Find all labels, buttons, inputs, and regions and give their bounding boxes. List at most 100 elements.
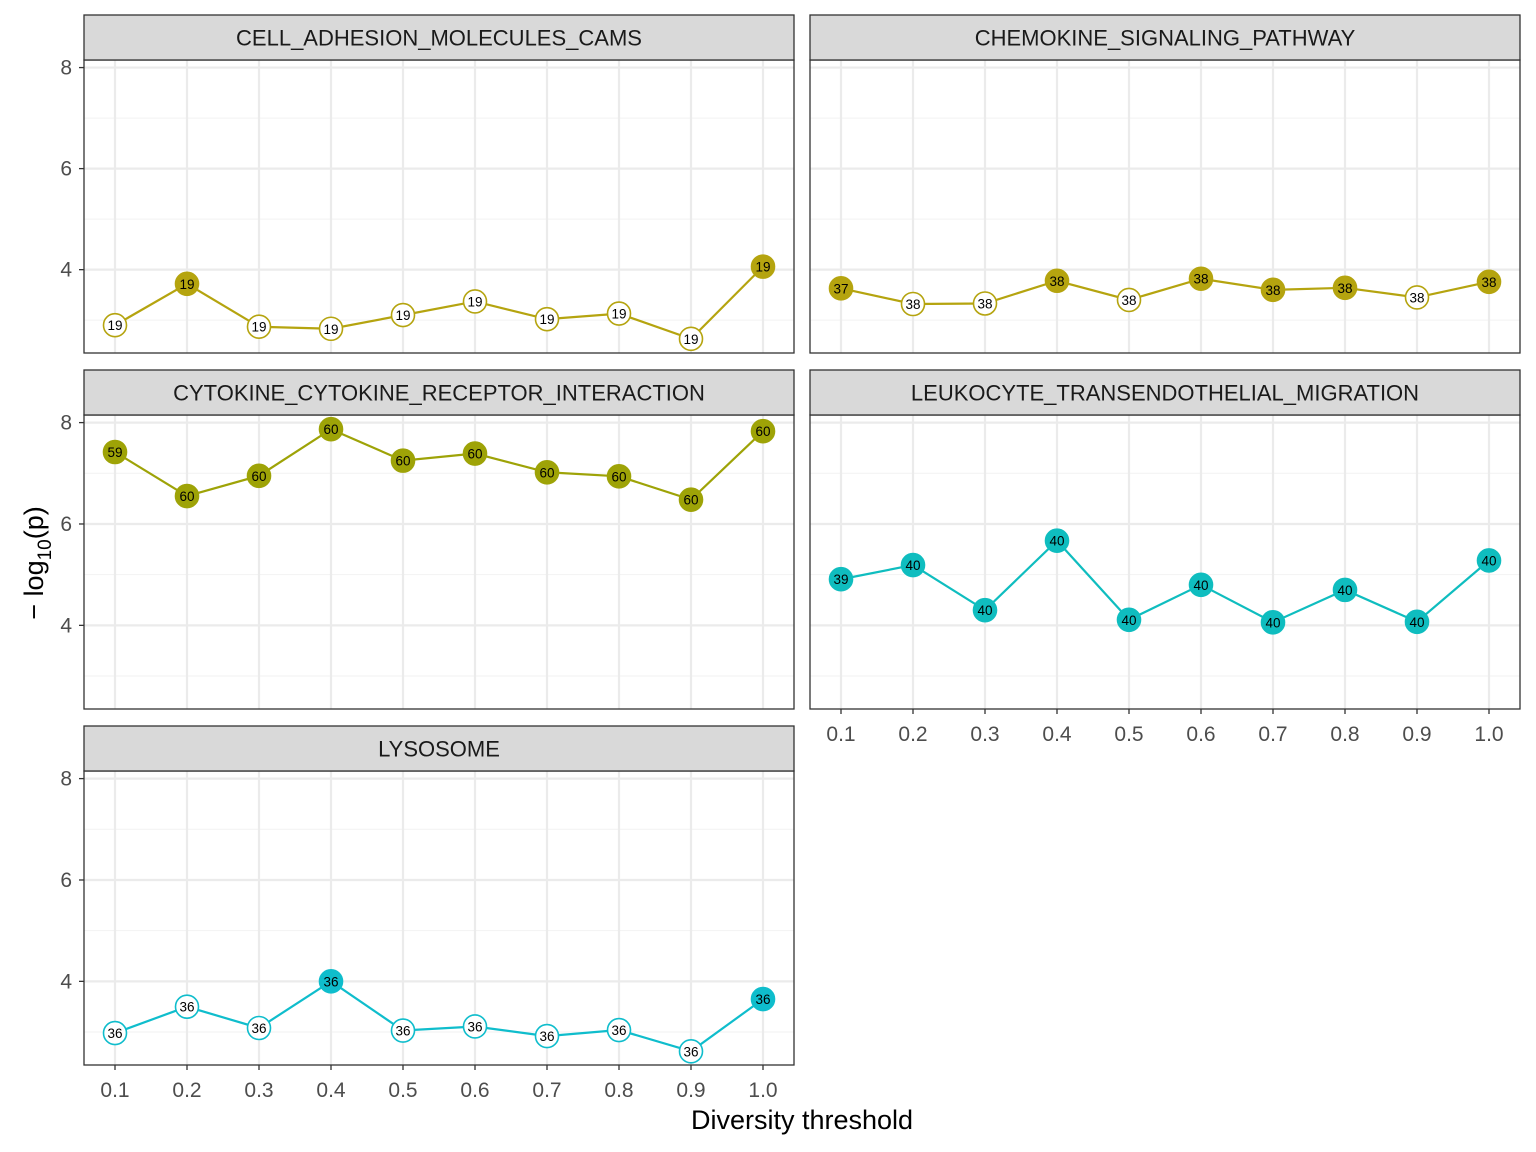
data-point — [1476, 548, 1502, 573]
x-tick-label: 0.1 — [826, 723, 855, 746]
data-point — [678, 326, 704, 352]
data-point-label: 36 — [323, 974, 338, 989]
data-point — [390, 448, 416, 473]
data-point — [750, 254, 776, 279]
data-point-label: 38 — [1409, 290, 1424, 305]
data-point-label: 19 — [755, 260, 770, 275]
data-point — [246, 463, 272, 489]
facet-strip-label: CHEMOKINE_SIGNALING_PATHWAY — [975, 26, 1356, 51]
data-point — [678, 1039, 704, 1064]
facet-strip — [83, 369, 795, 416]
data-point — [1404, 285, 1430, 310]
data-point — [1188, 266, 1214, 292]
data-point — [462, 289, 488, 314]
data-point — [750, 418, 776, 444]
data-point-label: 19 — [467, 294, 482, 309]
x-tick-label: 0.7 — [1258, 723, 1287, 746]
data-point-label: 60 — [323, 422, 338, 437]
x-tick-label: 0.4 — [1042, 723, 1072, 746]
facet-panel: CHEMOKINE_SIGNALING_PATHWAY 37 38 38 38 38 38 3… — [809, 14, 1521, 354]
data-point-label: 60 — [755, 424, 770, 439]
data-point-label: 38 — [977, 296, 992, 311]
data-point-label: 38 — [1481, 275, 1496, 290]
data-point — [1404, 609, 1430, 635]
data-point — [390, 302, 416, 328]
series-line — [840, 539, 1490, 624]
facet-panel: LYSOSOME 36 36 36 36 36 36 36 36 36 36 — [83, 725, 795, 1066]
data-point-label: 39 — [833, 572, 848, 587]
data-point-label: 36 — [683, 1044, 698, 1059]
data-point-label: 36 — [251, 1021, 266, 1036]
data-point — [462, 441, 488, 466]
data-point-label: 36 — [539, 1029, 554, 1044]
data-point-label: 40 — [905, 558, 920, 573]
data-point-label: 38 — [1265, 283, 1280, 298]
data-point — [102, 439, 128, 465]
facet-strip-label: LYSOSOME — [378, 737, 500, 762]
data-point — [828, 566, 854, 592]
data-point-label: 19 — [395, 308, 410, 323]
data-point — [750, 986, 776, 1012]
data-point — [102, 312, 128, 338]
data-point-label: 59 — [107, 445, 122, 460]
data-point — [972, 597, 998, 623]
series-line — [840, 277, 1490, 306]
series-line — [114, 265, 764, 341]
data-point — [828, 276, 854, 301]
panel-background — [810, 415, 1520, 709]
data-point-label: 40 — [1121, 613, 1136, 628]
facet-strip — [83, 725, 795, 772]
y-tick-label: 6 — [60, 158, 72, 181]
data-point — [1188, 572, 1214, 598]
data-point — [1260, 610, 1286, 635]
data-point-label: 19 — [323, 322, 338, 337]
y-tick-label: 6 — [60, 869, 72, 892]
facet-strip-label: LEUKOCYTE_TRANSENDOTHELIAL_MIGRATION — [911, 381, 1419, 406]
y-tick-label: 6 — [60, 513, 72, 536]
data-point-label: 38 — [1049, 274, 1064, 289]
facet-strip — [83, 14, 795, 61]
facet-panels: CELL_ADHESION_MOLECULES_CAMS 19 19 19 19 19 19… — [83, 14, 1521, 1066]
data-point-label: 38 — [1193, 272, 1208, 287]
data-point-label: 38 — [1337, 281, 1352, 296]
data-point — [900, 552, 926, 578]
x-tick-label: 0.5 — [1114, 723, 1143, 746]
data-point — [606, 464, 632, 489]
data-point — [102, 1020, 128, 1046]
y-axis-title: − log10(p) — [19, 506, 56, 619]
data-point-label: 40 — [1049, 534, 1064, 549]
x-tick-label: 0.6 — [460, 1079, 489, 1102]
data-point-label: 40 — [1193, 578, 1208, 593]
data-point — [462, 1014, 488, 1039]
data-point — [390, 1018, 416, 1043]
data-point-label: 38 — [1121, 293, 1136, 308]
x-tick-label: 0.1 — [100, 1079, 129, 1102]
x-tick-label: 0.9 — [1402, 723, 1431, 746]
x-tick-label: 0.3 — [244, 1079, 273, 1102]
data-point — [1476, 269, 1502, 295]
data-point — [534, 459, 560, 485]
data-point-label: 19 — [683, 332, 698, 347]
y-tick-label: 8 — [60, 412, 72, 435]
y-tick-label: 4 — [60, 614, 72, 637]
data-point-label: 19 — [539, 312, 554, 327]
data-point — [534, 1023, 560, 1049]
panel-background — [84, 60, 794, 353]
facet-panel: CYTOKINE_CYTOKINE_RECEPTOR_INTERACTION 59… — [83, 369, 795, 710]
x-tick-label: 0.6 — [1186, 723, 1215, 746]
data-point-label: 36 — [611, 1023, 626, 1038]
data-point — [174, 994, 200, 1020]
data-point — [246, 1015, 272, 1041]
data-point-label: 19 — [611, 307, 626, 322]
data-point — [246, 314, 272, 340]
x-tick-label: 0.5 — [388, 1079, 417, 1102]
data-point-label: 40 — [1409, 615, 1424, 630]
data-point — [174, 483, 200, 509]
y-axis-ticks: 4 6 8 4 6 8 4 6 8 — [60, 57, 84, 993]
x-axis-title: Diversity threshold — [691, 1105, 913, 1135]
series-line — [114, 980, 764, 1053]
x-tick-label: 1.0 — [748, 1079, 777, 1102]
facet-strip-label: CELL_ADHESION_MOLECULES_CAMS — [236, 26, 642, 51]
x-tick-label: 0.4 — [316, 1079, 346, 1102]
data-point — [1116, 287, 1142, 313]
